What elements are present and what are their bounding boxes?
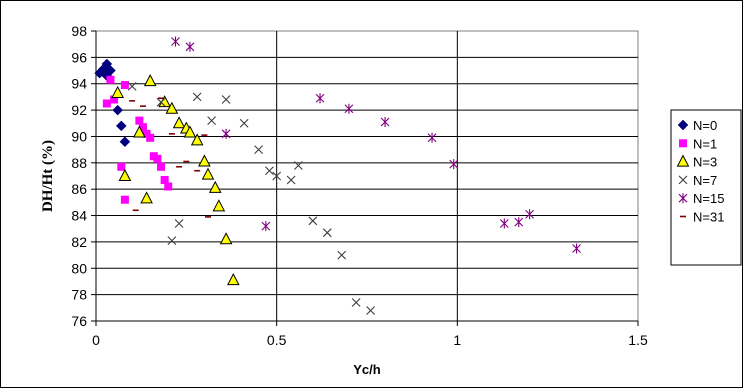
y-tick-label: 96 xyxy=(71,49,87,65)
point-n7 xyxy=(156,97,166,107)
point-n3 xyxy=(143,74,157,87)
point-n15 xyxy=(572,243,581,254)
legend-box xyxy=(670,109,742,266)
point-n1 xyxy=(146,133,155,142)
point-n3 xyxy=(172,116,186,129)
point-n15 xyxy=(221,128,231,139)
y-tick-label: 88 xyxy=(71,155,87,171)
point-n15 xyxy=(185,41,195,52)
tick-labels: 76 78 80 82 84 86 88 90 92 94 96 98 0 0.5 1 1.5 xyxy=(71,23,648,348)
legend: N=0 N=1 N=3 N=7 N=15 N=31 xyxy=(670,109,742,266)
legend-marker-n15 xyxy=(678,193,688,204)
plot-area xyxy=(95,30,639,322)
point-n15 xyxy=(344,103,354,114)
point-n1 xyxy=(120,195,129,204)
point-n15 xyxy=(499,218,509,229)
data-points xyxy=(94,36,581,315)
point-n3 xyxy=(111,85,125,98)
point-n0 xyxy=(112,104,124,116)
point-n1 xyxy=(117,162,126,171)
point-n7 xyxy=(221,95,231,104)
point-n1 xyxy=(106,75,115,84)
point-n7 xyxy=(286,175,296,185)
legend-marker-n3 xyxy=(676,154,690,167)
x-axis-title: Yc/h xyxy=(353,362,381,377)
point-n3 xyxy=(212,199,226,212)
y-tick-label: 94 xyxy=(71,76,87,92)
point-n7 xyxy=(167,236,177,245)
point-n1 xyxy=(160,175,169,184)
y-tick-label: 92 xyxy=(71,102,87,118)
y-tick-label: 76 xyxy=(71,313,87,329)
legend-label-n7: N=7 xyxy=(693,173,717,188)
point-n3 xyxy=(201,167,215,180)
point-n0 xyxy=(105,65,116,76)
y-tick-label: 90 xyxy=(71,128,87,144)
legend-label-n0: N=0 xyxy=(693,118,717,133)
point-n15 xyxy=(525,209,534,220)
y-tick-label: 82 xyxy=(71,234,87,250)
point-n15 xyxy=(261,221,271,232)
x-tick-label: 1 xyxy=(453,332,461,348)
legend-marker-n1 xyxy=(679,139,687,148)
point-n1 xyxy=(164,182,173,191)
point-n1 xyxy=(120,81,129,90)
point-n15 xyxy=(427,132,437,143)
point-n7 xyxy=(322,228,332,238)
point-n3 xyxy=(208,180,222,193)
point-n7 xyxy=(366,306,376,315)
point-n7 xyxy=(192,92,202,102)
point-n7 xyxy=(174,219,184,228)
point-n0 xyxy=(119,136,131,148)
x-tick-label: 0.5 xyxy=(267,332,287,348)
point-n7 xyxy=(308,216,318,226)
point-n15 xyxy=(380,116,390,127)
legend-marker-n0 xyxy=(677,119,689,131)
point-n7 xyxy=(351,298,361,307)
point-n1 xyxy=(135,116,144,125)
x-tick-label: 0 xyxy=(92,332,100,348)
legend-marker-n7 xyxy=(678,175,688,185)
point-n3 xyxy=(183,125,197,138)
point-n7 xyxy=(207,116,217,126)
point-n3 xyxy=(140,191,153,204)
point-n7 xyxy=(293,161,303,170)
y-tick-label: 84 xyxy=(71,208,87,224)
point-n3 xyxy=(190,133,204,146)
point-n7 xyxy=(127,81,137,91)
point-n7 xyxy=(265,166,274,176)
point-n15 xyxy=(514,217,524,228)
point-n3 xyxy=(133,125,146,138)
point-n7 xyxy=(337,250,347,260)
y-tick-label: 80 xyxy=(71,260,87,276)
point-n3 xyxy=(118,168,132,181)
point-n1 xyxy=(153,154,162,163)
point-n15 xyxy=(449,159,459,170)
point-n7 xyxy=(272,171,282,181)
y-tick-label: 86 xyxy=(71,181,87,197)
point-n7 xyxy=(254,145,263,155)
point-n0 xyxy=(115,120,127,132)
point-n1 xyxy=(138,123,147,132)
y-tick-label: 98 xyxy=(71,23,87,39)
point-n1 xyxy=(157,162,166,171)
point-n1 xyxy=(102,99,111,108)
y-tick-label: 78 xyxy=(71,287,87,303)
point-n1 xyxy=(110,95,119,104)
legend-label-n31: N=31 xyxy=(693,210,724,225)
legend-label-n1: N=1 xyxy=(693,136,717,151)
point-n3 xyxy=(165,101,179,114)
point-n3 xyxy=(198,154,211,167)
point-n3 xyxy=(226,273,240,286)
point-n7 xyxy=(239,118,249,128)
x-tick-label: 1.5 xyxy=(628,332,648,348)
legend-label-n3: N=3 xyxy=(693,155,717,170)
legend-label-n15: N=15 xyxy=(693,191,724,206)
y-axis-title: DH/Ht (%) xyxy=(40,140,56,212)
point-n15 xyxy=(171,36,180,47)
point-n3 xyxy=(219,232,233,245)
point-n15 xyxy=(315,93,325,104)
